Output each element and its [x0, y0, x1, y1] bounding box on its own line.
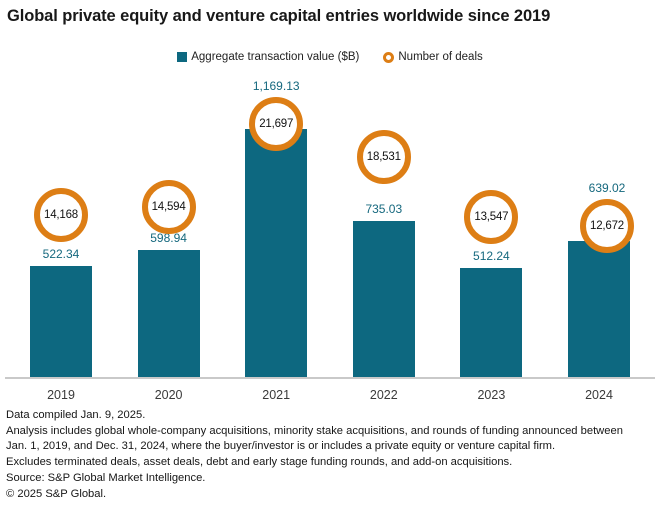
footnote-line: Data compiled Jan. 9, 2025.	[6, 409, 146, 421]
bar-2020	[137, 250, 200, 377]
year-label-2021: 2021	[262, 388, 291, 402]
footnote-line: Excludes terminated deals, asset deals, …	[6, 456, 513, 469]
chart-title: Global private equity and venture capita…	[7, 7, 551, 25]
footnote-line: Jan. 1, 2019, and Dec. 31, 2024, where t…	[6, 440, 556, 453]
legend-item-transaction-value: Aggregate transaction value ($B)	[177, 51, 359, 63]
year-label-2019: 2019	[47, 388, 75, 402]
legend-label-transaction-value: Aggregate transaction value ($B)	[191, 51, 360, 63]
bar-2024	[568, 241, 630, 377]
footnotes: Data compiled Jan. 9, 2025. Analysis inc…	[6, 408, 656, 502]
bar-series-marker-icon	[177, 52, 188, 62]
bar-2021	[245, 129, 308, 377]
bar-2023	[460, 268, 523, 377]
deals-circle-2023: 13,547	[464, 190, 519, 244]
transaction-value-label-2019: 522.34	[42, 247, 80, 261]
deals-circle-2022: 18,531	[356, 130, 411, 184]
legend-item-number-of-deals: Number of deals	[383, 51, 483, 63]
year-label-2022: 2022	[369, 388, 398, 402]
deals-circle-2021: 21,697	[249, 97, 304, 151]
transaction-value-label-2022: 735.03	[365, 202, 403, 216]
footnote-line: Analysis includes global whole-company a…	[6, 424, 623, 437]
year-label-2023: 2023	[477, 388, 506, 402]
transaction-value-label-2021: 1,169.13	[252, 79, 300, 93]
transaction-value-label-2020: 598.94	[150, 231, 187, 245]
bar-2019	[30, 266, 92, 377]
deals-circle-2019: 14,168	[34, 188, 88, 242]
bar-2022	[352, 221, 415, 377]
transaction-value-label-2023: 512.24	[473, 249, 510, 263]
x-axis-line	[5, 377, 655, 379]
deals-circle-2020: 14,594	[141, 180, 196, 234]
legend: Aggregate transaction value ($B) Number …	[0, 49, 660, 65]
footnote-line: © 2025 S&P Global.	[6, 487, 107, 500]
year-label-2020: 2020	[154, 388, 183, 402]
transaction-value-label-2024: 639.02	[588, 181, 626, 195]
deals-circle-2024: 12,672	[580, 199, 634, 253]
footnote-line: Source: S&P Global Market Intelligence.	[6, 471, 206, 484]
year-label-2024: 2024	[585, 388, 613, 402]
legend-label-number-of-deals: Number of deals	[398, 51, 483, 63]
ring-series-marker-icon	[383, 51, 395, 63]
